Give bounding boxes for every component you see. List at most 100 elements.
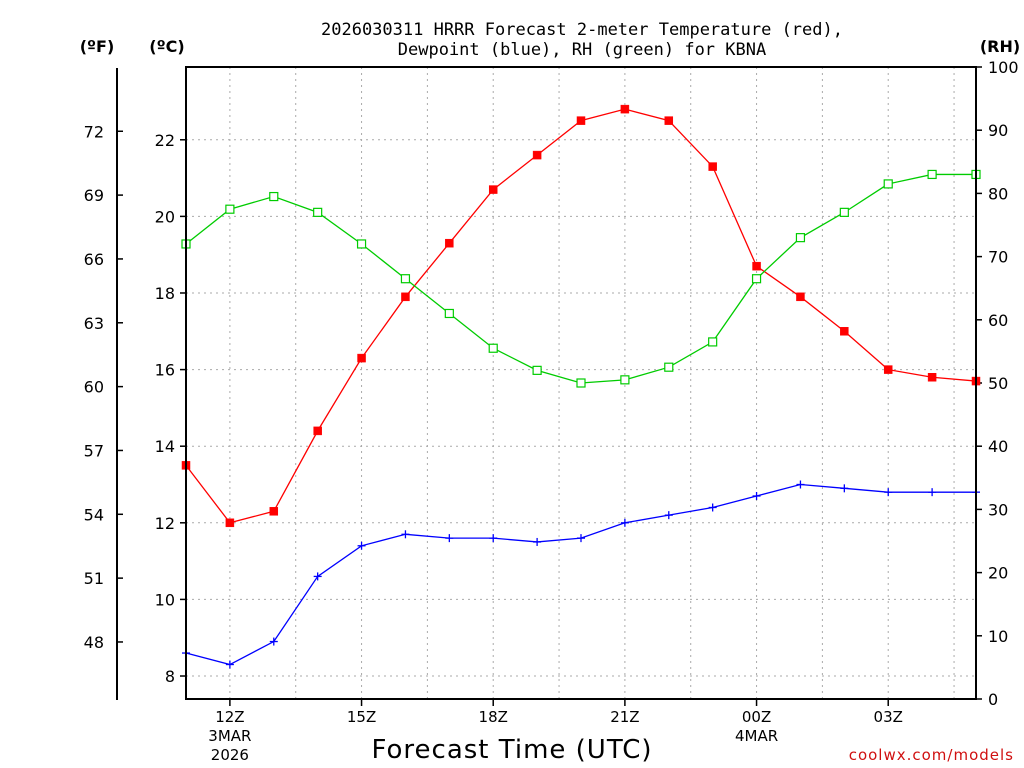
- chart-subtitle: Dewpoint (blue), RH (green) for KBNA: [398, 40, 766, 60]
- relative-humidity-point: [269, 191, 279, 202]
- fahrenheit-tick-label: 48: [84, 633, 104, 652]
- credit-text: coolwx.com/models: [849, 746, 1014, 764]
- 2-meter-temperature-point: [883, 365, 893, 374]
- dewpoint-point: [357, 541, 366, 550]
- rh-tick-label: 50: [988, 374, 1008, 393]
- relative-humidity-point: [488, 343, 498, 353]
- celsius-tick-label: 10: [155, 590, 175, 609]
- dewpoint-point: [533, 537, 542, 546]
- 2-meter-temperature-point: [576, 116, 586, 125]
- 2-meter-temperature-point: [840, 327, 849, 336]
- 2-meter-temperature-line: [185, 108, 977, 524]
- celsius-unit-label: (ºC): [149, 37, 184, 56]
- 2-meter-temperature-point: [445, 238, 454, 248]
- rh-tick-label: 100: [988, 58, 1019, 77]
- relative-humidity-point: [883, 179, 893, 189]
- rh-tick-label: 10: [988, 627, 1008, 646]
- rh-tick-label: 80: [988, 184, 1008, 203]
- relative-humidity-point: [532, 365, 542, 375]
- dewpoint-point: [445, 534, 454, 543]
- x-tick-label: 12Z: [215, 708, 244, 726]
- chart-title: 2026030311 HRRR Forecast 2-meter Tempera…: [321, 20, 843, 40]
- rh-tick-label: 20: [988, 564, 1008, 583]
- 2-meter-temperature-point: [401, 292, 410, 302]
- dewpoint-point: [796, 480, 805, 489]
- relative-humidity-point: [400, 274, 411, 284]
- x-tick-label: 03Z: [874, 708, 903, 726]
- plot-frame: [185, 66, 977, 700]
- fahrenheit-unit-label: (ºF): [80, 37, 115, 56]
- fahrenheit-tick-label: 72: [84, 122, 104, 141]
- 2-meter-temperature-point: [225, 518, 235, 528]
- celsius-tick-label: 12: [155, 514, 175, 533]
- rh-tick-label: 60: [988, 311, 1008, 330]
- relative-humidity-point: [664, 362, 674, 372]
- x-tick-label: 3MAR: [208, 727, 251, 745]
- celsius-tick-label: 22: [155, 131, 175, 150]
- dewpoint-point: [664, 511, 673, 520]
- 2-meter-temperature-point: [357, 353, 366, 363]
- relative-humidity-point: [839, 207, 849, 217]
- dewpoint-point: [313, 572, 322, 581]
- dewpoint-point: [401, 530, 410, 539]
- axes: 8 10 12 14 16 18 20 22 48 51 54 57 60 63 66 69 72 0 10 20 30…: [84, 58, 1019, 764]
- x-tick-label: 15Z: [347, 708, 376, 726]
- dewpoint-point: [225, 660, 234, 669]
- x-tick-label: 2026: [211, 746, 249, 764]
- x-tick-label: 4MAR: [735, 727, 778, 745]
- relative-humidity-point: [444, 308, 454, 319]
- dewpoint-point: [884, 488, 893, 497]
- rh-tick-label: 0: [988, 690, 998, 709]
- celsius-tick-label: 8: [165, 667, 175, 686]
- relative-humidity-point: [620, 375, 630, 385]
- rh-unit-label: (RH): [980, 37, 1020, 56]
- 2-meter-temperature-point: [796, 292, 805, 302]
- fahrenheit-tick-label: 66: [84, 250, 104, 269]
- dewpoint-point: [269, 637, 278, 646]
- 2-meter-temperature-point: [269, 507, 279, 516]
- celsius-tick-label: 16: [155, 361, 175, 380]
- 2-meter-temperature-point: [664, 116, 674, 125]
- 2-meter-temperature-point: [532, 150, 542, 160]
- x-tick-label: 18Z: [479, 708, 508, 726]
- relative-humidity-point: [795, 233, 806, 243]
- celsius-tick-label: 18: [155, 284, 175, 303]
- x-tick-label: 00Z: [742, 708, 771, 726]
- 2-meter-temperature-point: [620, 104, 630, 114]
- dewpoint-point: [840, 484, 849, 493]
- rh-tick-label: 40: [988, 437, 1008, 456]
- dewpoint-point: [752, 491, 761, 500]
- fahrenheit-tick-label: 63: [84, 314, 104, 333]
- dewpoint-line: [185, 483, 976, 666]
- relative-humidity-point: [751, 274, 762, 284]
- fahrenheit-tick-label: 69: [84, 186, 104, 205]
- dewpoint-point: [928, 488, 937, 497]
- relative-humidity-point: [225, 204, 235, 214]
- rh-tick-label: 70: [988, 248, 1008, 267]
- dewpoint-point: [577, 534, 585, 543]
- fahrenheit-tick-label: 57: [84, 441, 104, 460]
- x-axis-label: Forecast Time (UTC): [371, 735, 652, 765]
- 2-meter-temperature-point: [752, 261, 761, 271]
- relative-humidity-point: [313, 207, 323, 217]
- rh-tick-label: 90: [988, 121, 1008, 140]
- fahrenheit-tick-label: 51: [84, 569, 104, 588]
- relative-humidity-point: [927, 169, 937, 180]
- relative-humidity-point: [356, 239, 367, 249]
- celsius-tick-label: 14: [155, 437, 175, 456]
- data-series: [181, 104, 981, 669]
- relative-humidity-line: [185, 173, 976, 384]
- 2-meter-temperature-point: [708, 162, 717, 171]
- x-tick-label: 21Z: [610, 708, 639, 726]
- 2-meter-temperature-point: [488, 185, 498, 194]
- celsius-tick-label: 20: [155, 207, 175, 226]
- 2-meter-temperature-point: [313, 426, 322, 436]
- relative-humidity-point: [708, 337, 718, 347]
- fahrenheit-tick-label: 60: [84, 378, 104, 397]
- dewpoint-point: [708, 503, 717, 512]
- fahrenheit-tick-label: 54: [84, 505, 104, 524]
- rh-tick-label: 30: [988, 500, 1008, 519]
- dewpoint-point: [620, 518, 629, 527]
- 2-meter-temperature-point: [927, 373, 937, 382]
